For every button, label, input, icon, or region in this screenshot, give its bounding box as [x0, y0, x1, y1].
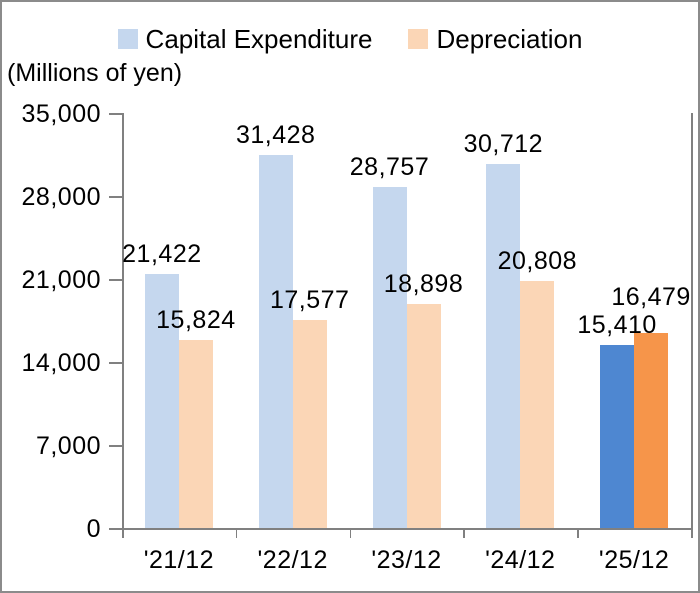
- data-label-capital-expenditure-2112: 21,422: [122, 239, 202, 268]
- bar-depreciation-2312: [406, 303, 441, 528]
- y-tick-mark: [109, 362, 122, 364]
- legend-swatch-capital-expenditure: [117, 29, 138, 49]
- y-tick-mark: [109, 445, 122, 447]
- x-tick-mark: [235, 530, 238, 538]
- plot-right-border: [691, 113, 693, 528]
- y-axis-line: [122, 113, 124, 536]
- x-tick-label: '23/12: [371, 546, 442, 574]
- y-tick-label: 35,000: [21, 100, 101, 128]
- legend-label-depreciation: Depreciation: [436, 24, 583, 54]
- legend-swatch-depreciation: [408, 29, 429, 49]
- y-tick-label: 28,000: [21, 183, 101, 211]
- bar-capital-expenditure-2312: [372, 187, 407, 528]
- chart-legend: Capital Expenditure Depreciation: [2, 24, 698, 54]
- bar-depreciation-2512: [634, 332, 669, 528]
- data-label-depreciation-2312: 18,898: [383, 269, 464, 298]
- x-axis-line: [122, 528, 693, 530]
- legend-label-capital-expenditure: Capital Expenditure: [145, 24, 373, 54]
- y-tick-mark: [109, 279, 122, 281]
- x-tick-label: '21/12: [143, 546, 215, 574]
- x-tick-mark: [463, 530, 465, 538]
- bar-capital-expenditure-2212: [258, 155, 293, 528]
- y-tick-mark: [109, 196, 122, 198]
- data-label-depreciation-2512: 16,479: [611, 283, 691, 311]
- x-tick-mark: [577, 530, 579, 538]
- x-tick-label: '22/12: [257, 546, 328, 574]
- data-label-capital-expenditure-2212: 31,428: [235, 121, 316, 150]
- data-label-depreciation-2412: 20,808: [497, 247, 578, 276]
- data-label-depreciation-2212: 17,577: [269, 285, 350, 314]
- x-tick-mark: [349, 530, 352, 538]
- y-tick-label: 21,000: [21, 266, 101, 294]
- bar-depreciation-2412: [520, 281, 555, 528]
- x-tick-mark: [691, 530, 693, 538]
- bar-depreciation-2112: [178, 340, 213, 528]
- bar-capital-expenditure-2412: [486, 163, 521, 528]
- y-axis-title: (Millions of yen): [7, 59, 183, 87]
- data-label-capital-expenditure-2312: 28,757: [349, 153, 430, 182]
- x-tick-label: '25/12: [598, 546, 670, 574]
- data-label-depreciation-2112: 15,824: [156, 306, 236, 335]
- legend-item-depreciation: Depreciation: [408, 24, 582, 54]
- x-tick-label: '24/12: [485, 546, 556, 574]
- legend-item-capital-expenditure: Capital Expenditure: [117, 24, 373, 54]
- bar-capital-expenditure-2512: [600, 345, 635, 528]
- y-tick-mark: [109, 528, 122, 530]
- y-tick-label: 0: [86, 515, 101, 543]
- x-tick-mark: [122, 530, 124, 538]
- bar-depreciation-2212: [292, 319, 327, 528]
- data-label-capital-expenditure-2412: 30,712: [463, 129, 544, 158]
- bar-capital-expenditure-2112: [144, 273, 179, 528]
- y-tick-label: 14,000: [21, 349, 101, 377]
- y-tick-mark: [109, 113, 122, 115]
- y-tick-label: 7,000: [35, 432, 101, 460]
